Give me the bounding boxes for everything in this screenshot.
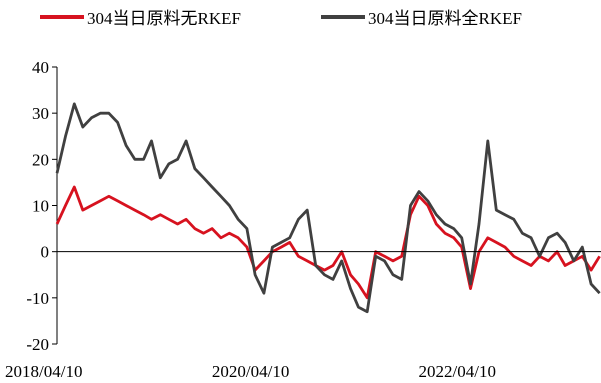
axes: -20 -10 0 10 20 30 40 2018/04/10 2020/04/10 2022/… [5,58,496,381]
y-tick-label-10: 10 [32,197,49,216]
y-tick-label-20: 20 [32,150,49,169]
y-tick-label--20: -20 [26,335,49,354]
legend-label-series-1: 304当日原料无RKEF [87,9,241,28]
legend-item-series-1: 304当日原料无RKEF [40,4,241,29]
series-line-1 [55,185,601,300]
legend-swatch-series-2 [321,14,365,19]
x-tick-label-2: 2022/04/10 [419,362,496,381]
legend-label-series-2: 304当日原料全RKEF [368,9,522,28]
legend-swatch-series-1 [40,14,84,19]
series-line-2 [55,102,601,314]
legend-item-series-2: 304当日原料全RKEF [321,4,522,29]
x-tick-label-1: 2020/04/10 [212,362,289,381]
x-tick-label-0: 2018/04/10 [5,362,82,381]
y-tick-label--10: -10 [26,289,49,308]
y-tick-label-40: 40 [32,58,49,77]
y-tick-label-0: 0 [41,243,50,262]
series-lines [55,102,601,314]
y-tick-label-30: 30 [32,104,49,123]
legend: 304当日原料无RKEF 304当日原料全RKEF [0,4,601,28]
